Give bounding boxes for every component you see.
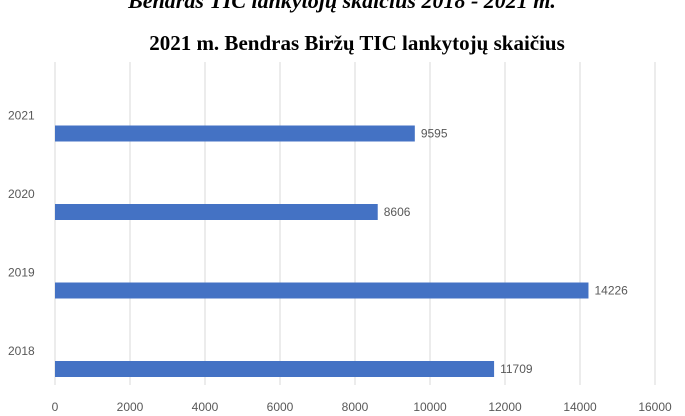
y-tick-label: 2018 [8,344,35,358]
x-tick-label: 2000 [117,400,144,414]
y-tick-label: 2019 [8,266,35,280]
x-tick-label: 16000 [638,400,672,414]
bar [55,125,415,142]
bar [55,361,495,377]
data-label: 11709 [500,362,533,376]
data-label: 9595 [421,127,448,141]
data-label: 14226 [594,284,628,298]
y-tick-label: 2020 [8,187,35,201]
chart-subtitle: Bendras TIC lankytojų skaičius 2018 - 20… [127,0,556,13]
bar [55,204,378,220]
x-tick-label: 12000 [488,400,522,414]
x-tick-label: 6000 [267,400,294,414]
data-label: 8606 [384,205,411,219]
x-tick-label: 8000 [342,400,369,414]
x-tick-label: 4000 [192,400,219,414]
bar [55,282,589,299]
x-tick-label: 14000 [563,400,597,414]
chart-title: 2021 m. Bendras Biržų TIC lankytojų skai… [149,31,565,55]
y-tick-label: 2021 [8,109,35,123]
x-tick-label: 0 [52,400,59,414]
x-tick-label: 10000 [413,400,447,414]
